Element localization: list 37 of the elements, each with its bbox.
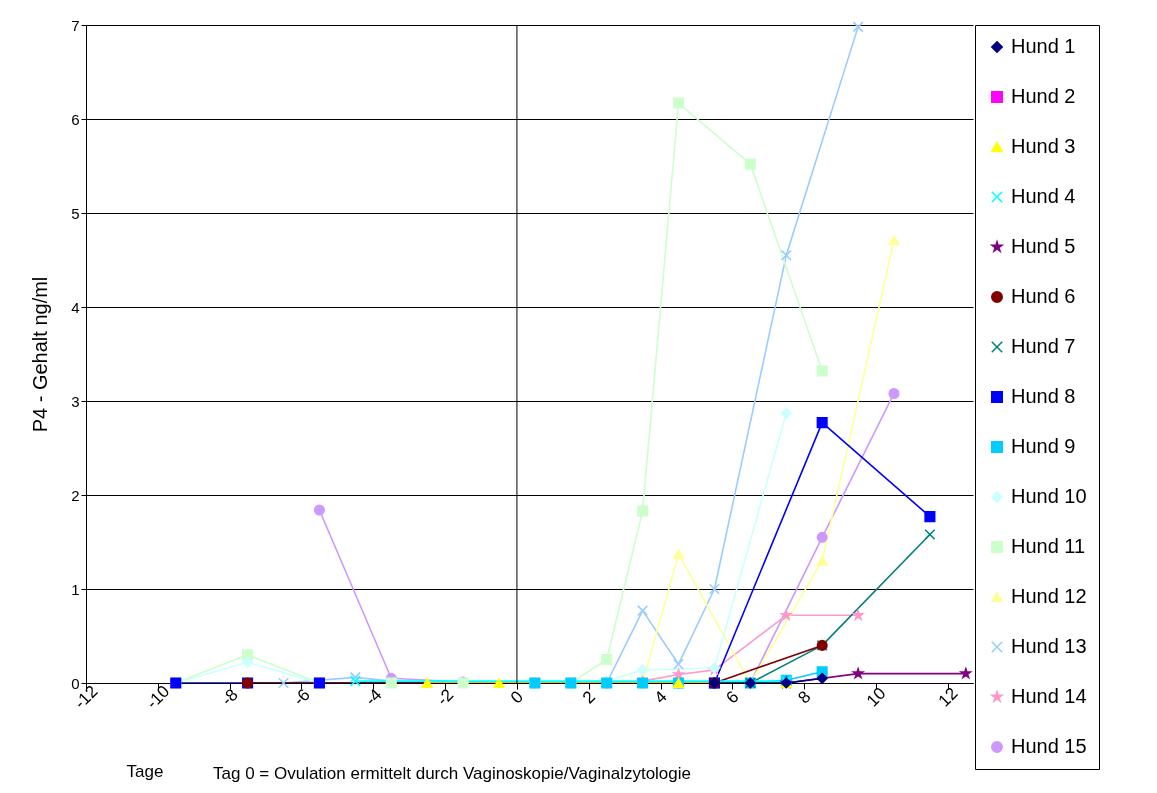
y-axis-title: P4 - Gehalt ng/ml [29,276,52,433]
y-tick-label: 6 [71,110,80,128]
legend-label: Hund 9 [1011,435,1076,457]
y-tick-label: 7 [71,16,80,34]
y-tick-label: 4 [71,298,80,316]
x-tick-label: 2 [578,687,599,708]
y-tick-label: 2 [71,486,80,504]
legend-label: Hund 2 [1011,85,1076,107]
legend-label: Hund 12 [1011,585,1087,607]
legend-label: Hund 14 [1011,685,1087,707]
x-tick-label: 10 [862,683,890,711]
x-tick-label: -2 [433,685,458,710]
x-tick-label: 0 [507,687,528,708]
legend-label: Hund 3 [1011,135,1076,157]
legend-label: Hund 1 [1011,35,1076,57]
legend-label: Hund 15 [1011,735,1087,757]
legend-label: Hund 8 [1011,385,1076,407]
x-tick-label: 6 [722,687,743,708]
x-tick-label: 8 [794,687,815,708]
legend-label: Hund 13 [1011,635,1087,657]
x-tick-label: -8 [217,685,242,710]
legend-label: Hund 10 [1011,485,1087,507]
x-axis-title: Tage [126,761,164,781]
legend-label: Hund 7 [1011,335,1076,357]
y-tick-label: 1 [71,580,80,598]
x-tick-label: 12 [934,683,962,711]
text: Tag 0 = Ovulation ermittelt durch Vaginoskopie/Vaginalzytologie [213,764,692,783]
y-tick-label: 3 [71,392,80,410]
legend-label: Hund 11 [1011,535,1086,557]
x-tick-label: -6 [289,685,314,710]
y-tick-label: 5 [71,204,80,222]
legend-label: Hund 5 [1011,235,1076,257]
x-tick-label: -10 [142,681,174,713]
legend-label: Hund 6 [1011,285,1076,307]
legend-label: Hund 4 [1011,185,1076,207]
x-tick-label: 4 [650,687,671,708]
x-tick-label: -4 [361,685,386,710]
